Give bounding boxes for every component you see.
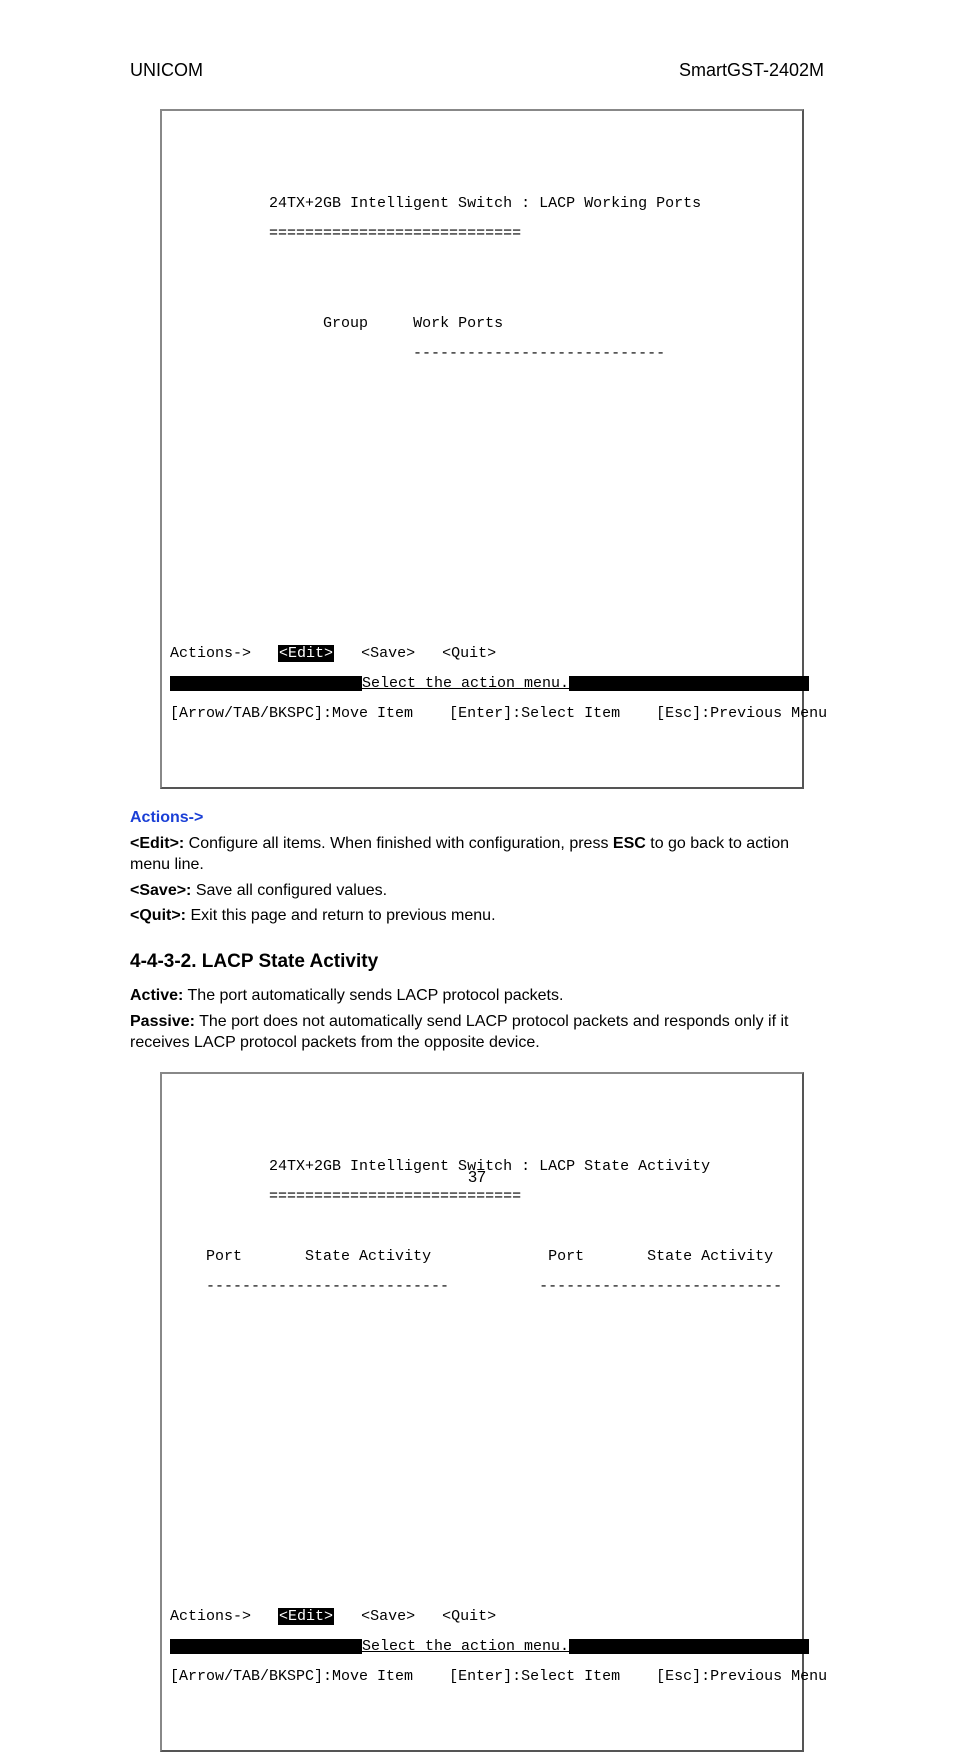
- term1-title: 24TX+2GB Intelligent Switch : LACP Worki…: [269, 195, 701, 212]
- term2-foot-left: [Arrow/TAB/BKSPC]:Move Item: [170, 1668, 413, 1685]
- term2-col1a: Port: [206, 1248, 242, 1265]
- header-left: UNICOM: [130, 60, 203, 81]
- term1-hint: Select the action menu.: [362, 675, 569, 692]
- term1-quit-action[interactable]: <Quit>: [442, 645, 496, 662]
- term1-actions-label: Actions->: [170, 645, 251, 662]
- terminal-working-ports: 24TX+2GB Intelligent Switch : LACP Worki…: [160, 109, 804, 789]
- term2-col2a: Port: [548, 1248, 584, 1265]
- term2-hint: Select the action menu.: [362, 1638, 569, 1655]
- actions-explanation: Actions-> <Edit>: Configure all items. W…: [130, 807, 824, 927]
- active-desc: Active: The port automatically sends LAC…: [130, 985, 824, 1007]
- term2-ul-r: ---------------------------: [539, 1278, 782, 1295]
- term2-col1b: State Activity: [305, 1248, 431, 1265]
- term2-save-action[interactable]: <Save>: [361, 1608, 415, 1625]
- term1-foot-left: [Arrow/TAB/BKSPC]:Move Item: [170, 705, 413, 722]
- page-number: 37: [0, 1169, 954, 1187]
- term1-foot-right: [Esc]:Previous Menu: [656, 705, 827, 722]
- term1-save-action[interactable]: <Save>: [361, 645, 415, 662]
- section-heading: 4-4-3-2. LACP State Activity: [130, 951, 824, 973]
- term2-quit-action[interactable]: <Quit>: [442, 1608, 496, 1625]
- page: UNICOM SmartGST-2402M 24TX+2GB Intellige…: [0, 0, 954, 1235]
- page-header: UNICOM SmartGST-2402M: [130, 60, 824, 81]
- term2-ul-l: ---------------------------: [206, 1278, 449, 1295]
- term2-foot-right: [Esc]:Previous Menu: [656, 1668, 827, 1685]
- term2-title-underline: ============================: [269, 1188, 521, 1205]
- term2-col2b: State Activity: [647, 1248, 773, 1265]
- term1-foot-mid: [Enter]:Select Item: [449, 705, 620, 722]
- header-right: SmartGST-2402M: [679, 60, 824, 81]
- quit-desc: <Quit>: Exit this page and return to pre…: [130, 905, 824, 927]
- save-desc: <Save>: Save all configured values.: [130, 880, 824, 902]
- term1-edit-action[interactable]: <Edit>: [278, 645, 334, 662]
- term2-edit-action[interactable]: <Edit>: [278, 1608, 334, 1625]
- term2-foot-mid: [Enter]:Select Item: [449, 1668, 620, 1685]
- term2-actions-label: Actions->: [170, 1608, 251, 1625]
- actions-heading: Actions->: [130, 809, 203, 826]
- terminal-inner-2: 24TX+2GB Intelligent Switch : LACP State…: [162, 1104, 802, 1720]
- passive-desc: Passive: The port does not automatically…: [130, 1011, 824, 1054]
- terminal-inner: 24TX+2GB Intelligent Switch : LACP Worki…: [162, 141, 802, 757]
- edit-desc: <Edit>: Configure all items. When finish…: [130, 833, 824, 876]
- term1-col-group: Group: [323, 315, 368, 332]
- term1-col-underline: ----------------------------: [413, 345, 665, 362]
- term1-col-workports: Work Ports: [413, 315, 503, 332]
- term1-title-underline: ============================: [269, 225, 521, 242]
